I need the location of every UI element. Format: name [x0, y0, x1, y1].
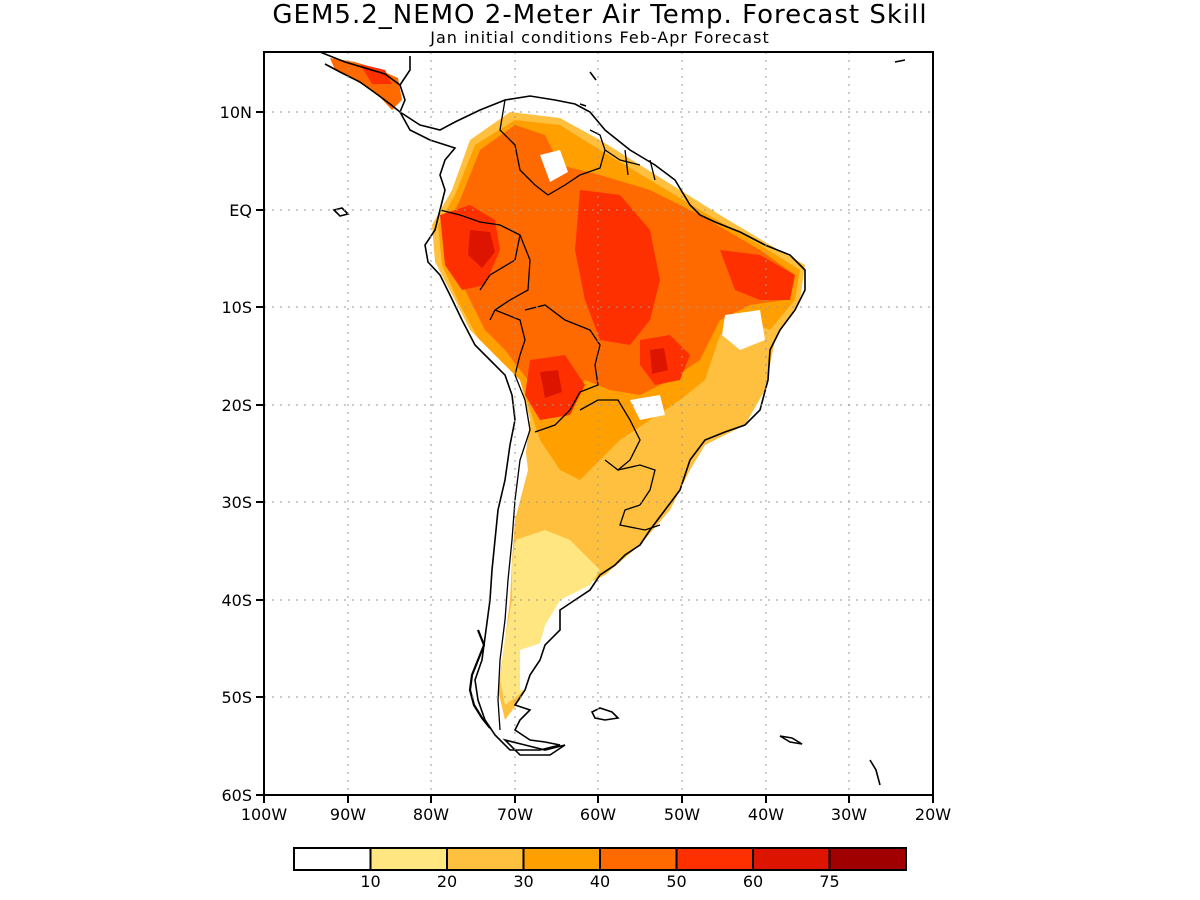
- border-bolivia-paraguay: [534, 391, 581, 433]
- falkland-islands: [590, 707, 620, 721]
- lon-axis: 100W 90W 80W 70W 60W 50W 40W 30W 20W: [241, 805, 951, 824]
- south-america-coastline: [399, 95, 806, 751]
- skill-hole-east-brazil: [722, 310, 765, 350]
- colorbar-label: 30: [513, 872, 533, 891]
- tick-marks: [256, 111, 934, 803]
- lon-tick-label: 40W: [748, 805, 784, 824]
- colorbar-bin: [828, 847, 907, 871]
- lon-tick-label: 70W: [497, 805, 533, 824]
- colorbar-bin: [675, 847, 754, 871]
- lat-tick-label: 30S: [221, 493, 252, 512]
- colorbar-bin: [293, 847, 372, 871]
- lon-tick-label: 60W: [580, 805, 616, 824]
- lat-tick-label: EQ: [229, 201, 252, 220]
- skill-region-60-75-brazil: [650, 348, 668, 374]
- border-peru-brazil: [489, 234, 531, 321]
- border-venezuela-brazil: [547, 129, 606, 196]
- border-colombia-venezuela: [499, 99, 549, 196]
- colorbar-label: 60: [743, 872, 763, 891]
- skill-region-60-75-peru: [468, 230, 495, 268]
- caribbean-islands: [579, 59, 906, 107]
- colorbar-label: 50: [666, 872, 686, 891]
- lat-tick-label: 20S: [221, 396, 252, 415]
- coastline-layer: [319, 52, 906, 786]
- lat-tick-label: 10N: [220, 103, 252, 122]
- border-colombia-ecuador-peru: [439, 209, 521, 291]
- lat-tick-label: 10S: [221, 298, 252, 317]
- colorbar: [293, 847, 907, 871]
- lon-tick-label: 90W: [330, 805, 366, 824]
- lon-tick-label: 20W: [915, 805, 951, 824]
- lon-tick-label: 100W: [241, 805, 288, 824]
- lon-tick-label: 30W: [831, 805, 867, 824]
- colorbar-label: 20: [437, 872, 457, 891]
- colorbar-label: 10: [360, 872, 380, 891]
- skill-region-central-america: [330, 58, 402, 110]
- lon-tick-label: 50W: [664, 805, 700, 824]
- central-america-north-coast: [399, 56, 411, 86]
- border-peru-bolivia: [494, 309, 526, 376]
- lat-axis: 10N EQ 10S 20S 30S 40S 50S 60S: [220, 103, 252, 805]
- colorbar-label: 75: [819, 872, 839, 891]
- border-chile-argentina: [497, 374, 531, 731]
- lon-tick-label: 80W: [413, 805, 449, 824]
- lat-tick-label: 40S: [221, 591, 252, 610]
- map-subtitle: Jan initial conditions Feb-Apr Forecast: [430, 28, 770, 47]
- skill-hole-venezuela: [540, 150, 568, 182]
- skill-field: [330, 58, 805, 720]
- lat-tick-label: 50S: [221, 688, 252, 707]
- skill-region-50-60-ne: [720, 250, 795, 300]
- central-america-coastline: [319, 52, 406, 114]
- skill-hole-se-brazil: [630, 395, 665, 420]
- colorbar-bin: [446, 847, 525, 871]
- border-argentina-brazil: [617, 464, 656, 506]
- country-borders: [439, 99, 661, 731]
- map-title: GEM5.2_NEMO 2-Meter Air Temp. Forecast S…: [272, 0, 928, 30]
- border-paraguay: [579, 399, 641, 471]
- colorbar-bin: [752, 847, 831, 871]
- lat-tick-label: 60S: [221, 786, 252, 805]
- tierra-del-fuego: [502, 738, 566, 756]
- border-guianas: [604, 149, 656, 181]
- colorbar-labels: 10 20 30 40 50 60 75: [360, 872, 839, 891]
- colorbar-label: 40: [590, 872, 610, 891]
- border-uruguay: [619, 504, 661, 531]
- colorbar-bin: [599, 847, 678, 871]
- sandwich-islands: [869, 759, 881, 786]
- skill-region-50-60-amazon: [575, 190, 660, 345]
- colorbar-bin: [369, 847, 448, 871]
- colorbar-bin: [522, 847, 601, 871]
- south-georgia: [779, 735, 803, 745]
- chile-fjords: [468, 629, 491, 729]
- skill-region-60-75-bolivia: [540, 370, 562, 398]
